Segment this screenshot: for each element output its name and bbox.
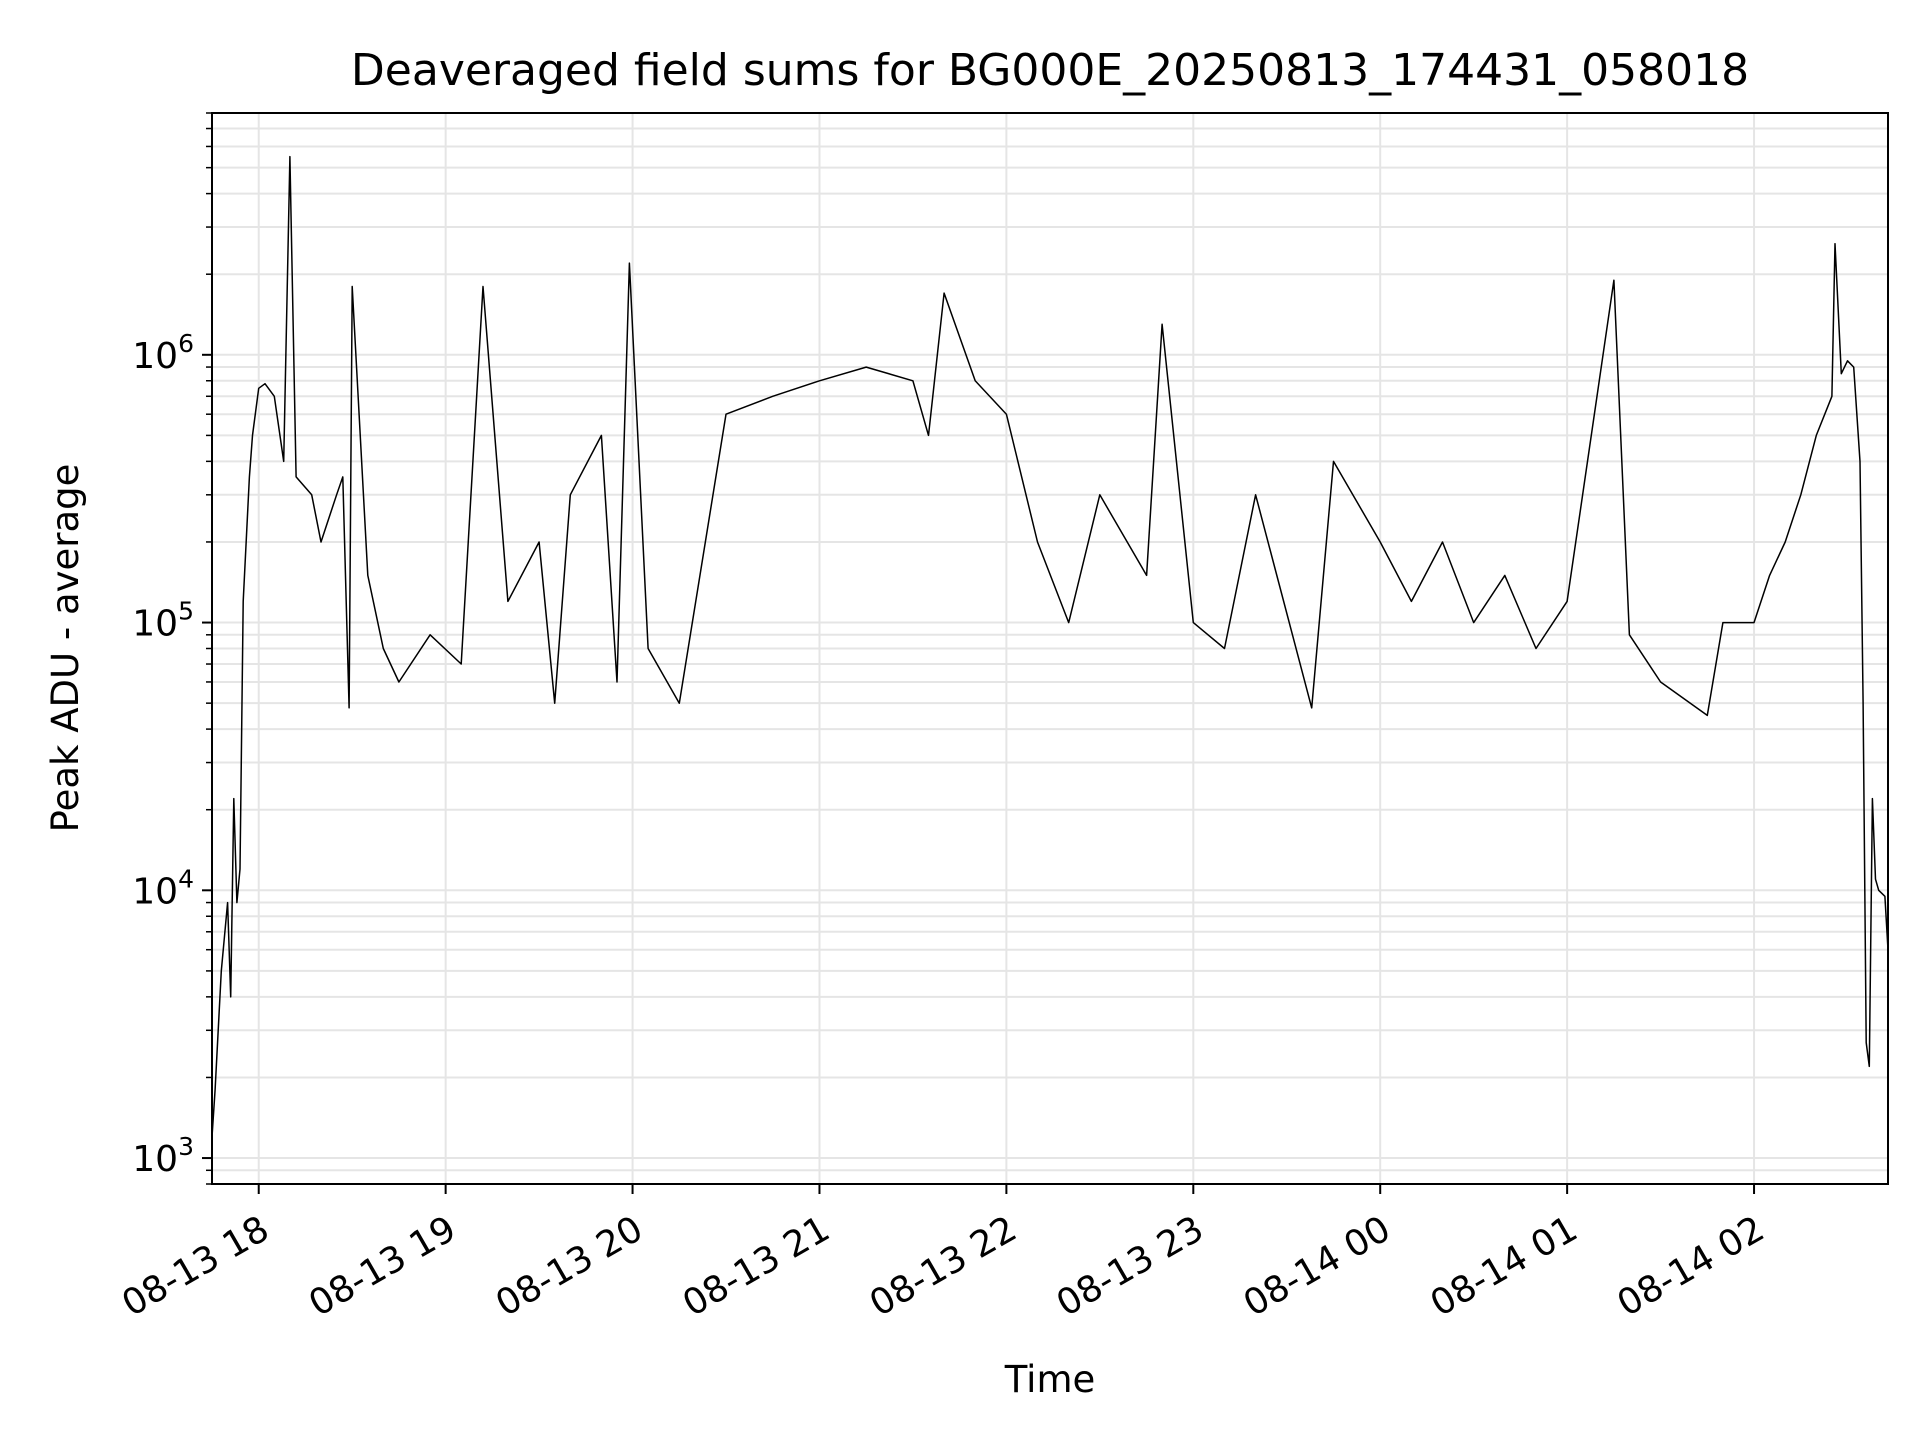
series-layer: [211, 155, 1889, 1137]
x-axis-label: Time: [1004, 1358, 1096, 1401]
y-axis: 103 104 105 106: [132, 112, 212, 1185]
series-line: [211, 155, 1889, 1137]
y-tick-label: 103: [132, 1132, 194, 1180]
grid: [212, 112, 1888, 1185]
chart-title: Deaveraged field sums for BG000E_2025081…: [351, 45, 1749, 96]
y-tick-label: 104: [132, 864, 194, 912]
y-tick-label: 105: [132, 597, 194, 645]
y-axis-label: Peak ADU - average: [44, 464, 87, 833]
y-tick-label: 106: [132, 329, 194, 377]
